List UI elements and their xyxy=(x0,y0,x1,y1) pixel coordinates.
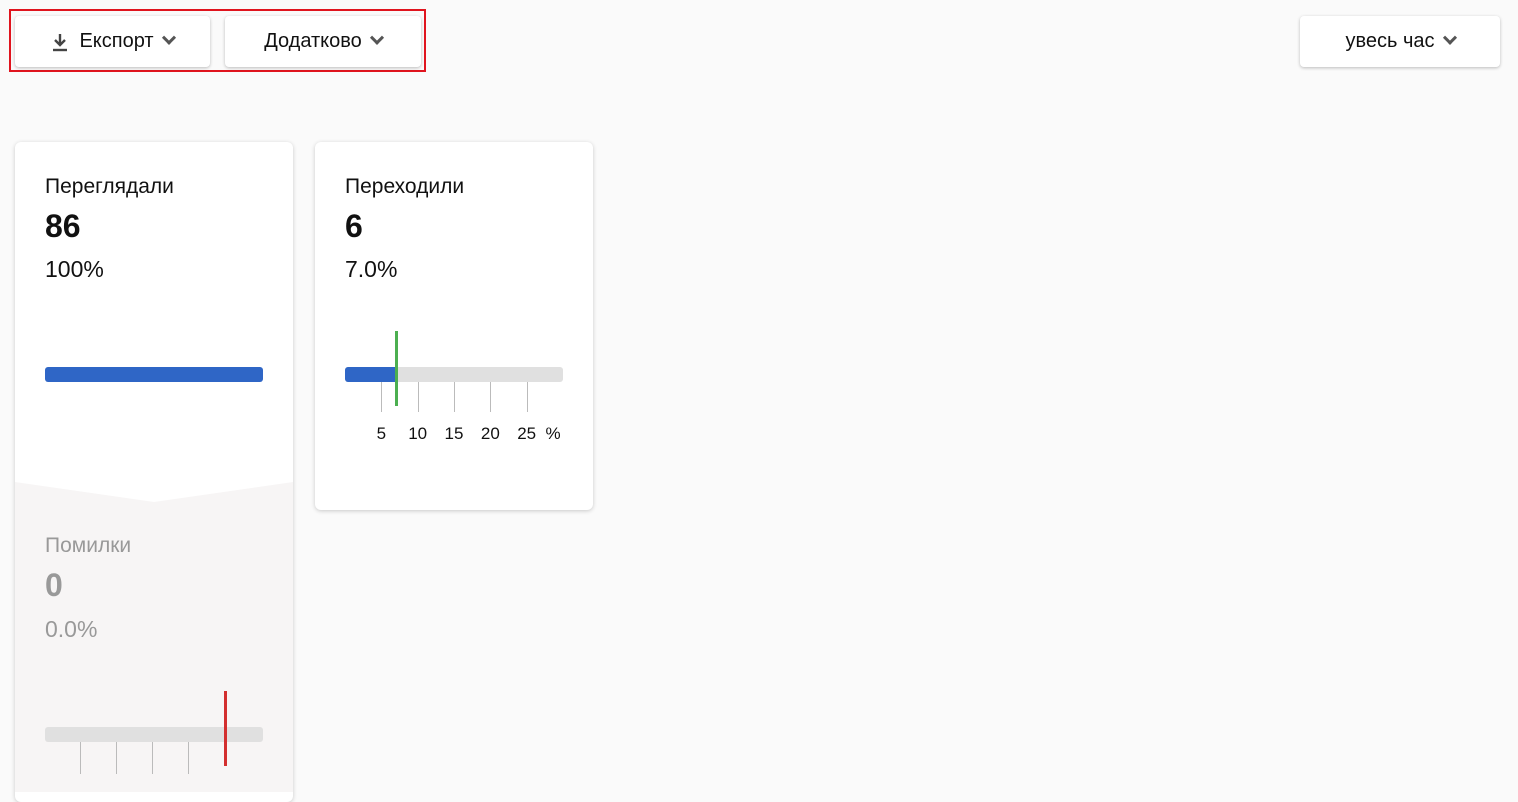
chevron-down-icon xyxy=(161,30,176,45)
errors-section: Помилки 0 0.0% xyxy=(15,482,293,792)
more-label: Додатково xyxy=(264,30,362,52)
period-label: увесь час xyxy=(1345,30,1435,52)
export-button[interactable]: Експорт xyxy=(15,16,210,67)
error-marker xyxy=(224,691,227,766)
highlight-box xyxy=(9,9,426,72)
axis-tick xyxy=(417,382,419,412)
card-percent: 7.0% xyxy=(345,256,398,282)
tick-label: 25 xyxy=(517,424,537,443)
period-select[interactable]: увесь час xyxy=(1300,16,1500,67)
card-count: 6 xyxy=(345,208,363,244)
axis-tick xyxy=(454,382,455,412)
card-percent: 100% xyxy=(45,256,104,282)
card-clicked: Переходили 6 7.0% 5 10 15 20 25% xyxy=(315,142,593,510)
more-button[interactable]: Додатково xyxy=(225,16,421,67)
progress-bar xyxy=(345,367,563,382)
card-label: Переходили xyxy=(345,175,465,198)
card-count: 0 xyxy=(45,567,63,603)
card-label: Переглядали xyxy=(45,175,174,198)
card-count: 86 xyxy=(45,208,81,244)
chevron-down-icon xyxy=(369,30,384,45)
tick-label: 10 xyxy=(408,424,428,443)
axis-unit: % xyxy=(545,424,561,443)
progress-bar xyxy=(45,367,263,382)
axis-tick xyxy=(490,382,492,412)
axis-tick xyxy=(526,382,528,412)
axis-tick xyxy=(381,382,383,412)
progress-bar xyxy=(45,727,263,742)
progress-fill xyxy=(345,367,396,382)
tick-label: 15 xyxy=(444,424,464,443)
card-percent: 0.0% xyxy=(45,616,98,642)
progress-fill xyxy=(45,367,263,382)
tick-label: 20 xyxy=(480,424,500,443)
card-label: Помилки xyxy=(45,534,132,557)
chevron-down-icon xyxy=(1442,30,1457,45)
tick-label: 5 xyxy=(376,424,387,443)
export-label: Експорт xyxy=(79,30,154,52)
target-marker xyxy=(394,331,398,406)
card-viewed: Переглядали 86 100% Помилки 0 0.0% xyxy=(15,142,293,802)
download-icon xyxy=(53,33,68,51)
